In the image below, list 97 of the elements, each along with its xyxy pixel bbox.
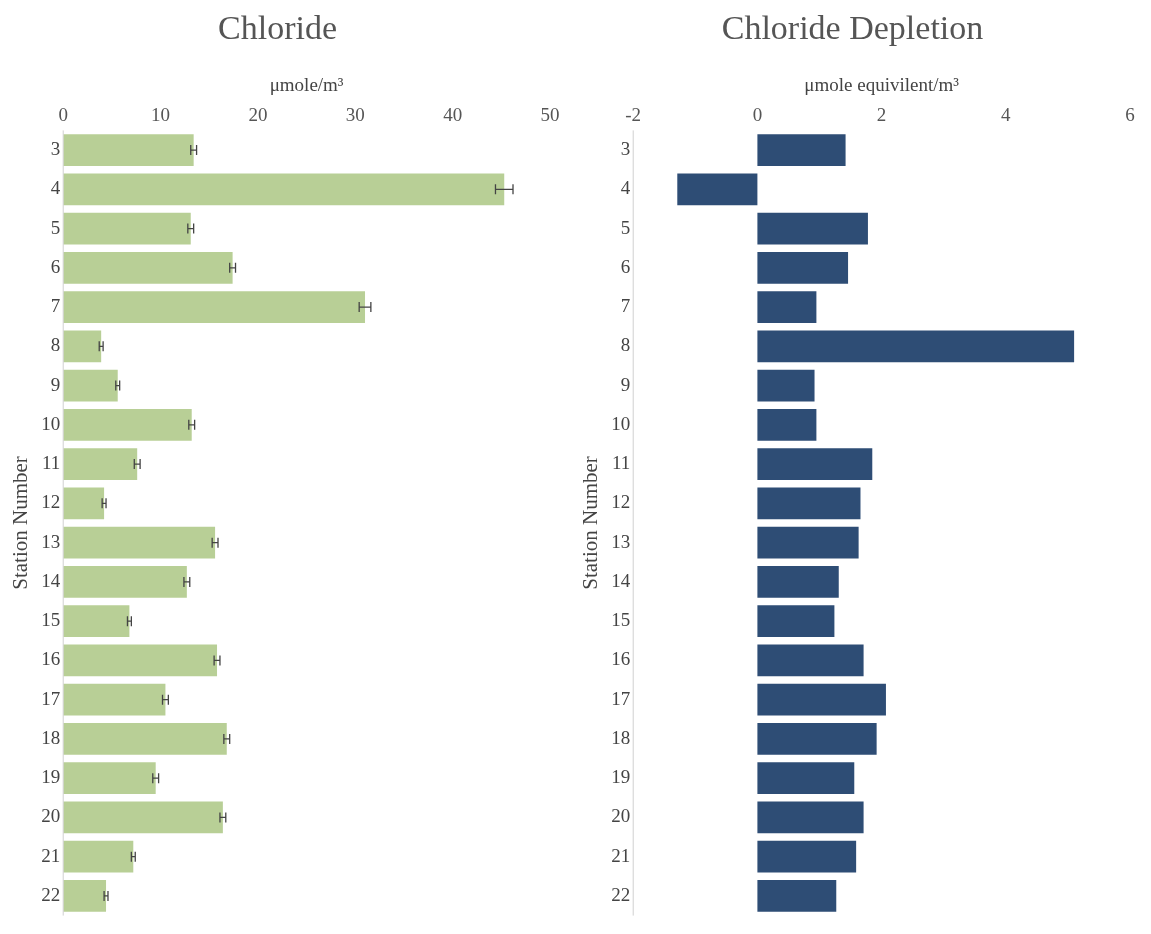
y-tick-label: 18 bbox=[611, 726, 631, 748]
bar bbox=[63, 644, 218, 677]
y-tick-label: 14 bbox=[41, 569, 61, 591]
bar bbox=[757, 683, 886, 716]
bar bbox=[63, 840, 134, 873]
bar bbox=[757, 487, 861, 520]
bar bbox=[757, 448, 873, 480]
y-tick-label: 15 bbox=[41, 609, 61, 631]
y-tick-label: 15 bbox=[611, 609, 631, 631]
y-tick-label: 10 bbox=[611, 412, 631, 434]
bar bbox=[63, 409, 192, 441]
y-tick-label: 6 bbox=[50, 255, 61, 277]
x-tick-label: 2 bbox=[876, 103, 887, 125]
x-tick-label: 30 bbox=[345, 103, 365, 125]
y-tick-label: 9 bbox=[50, 373, 61, 395]
y-axis-title: Station Number bbox=[8, 456, 33, 590]
bar bbox=[757, 409, 817, 441]
bar bbox=[63, 723, 227, 755]
bar bbox=[757, 369, 815, 402]
y-tick-label: 12 bbox=[611, 491, 631, 513]
y-tick-label: 3 bbox=[50, 138, 61, 160]
y-tick-label: 13 bbox=[611, 530, 631, 552]
bar bbox=[63, 566, 187, 598]
bar bbox=[63, 526, 216, 559]
bar bbox=[757, 723, 877, 755]
y-tick-label: 20 bbox=[611, 805, 631, 827]
bar bbox=[757, 566, 839, 598]
y-tick-label: 5 bbox=[50, 216, 61, 238]
x-tick-label: 40 bbox=[443, 103, 463, 125]
bar bbox=[757, 134, 846, 166]
y-tick-label: 18 bbox=[41, 726, 61, 748]
y-tick-label: 19 bbox=[41, 766, 61, 788]
y-tick-label: 9 bbox=[620, 373, 631, 395]
bar bbox=[63, 251, 233, 284]
y-tick-label: 19 bbox=[611, 766, 631, 788]
y-tick-label: 16 bbox=[611, 648, 631, 670]
bar bbox=[757, 330, 1075, 363]
y-tick-label: 6 bbox=[620, 255, 631, 277]
y-tick-label: 20 bbox=[41, 805, 61, 827]
chart-title: Chloride bbox=[218, 9, 337, 47]
bar bbox=[757, 644, 864, 677]
y-tick-label: 12 bbox=[41, 491, 61, 513]
x-tick-label: 6 bbox=[1125, 103, 1135, 125]
bar bbox=[63, 762, 156, 795]
bar bbox=[63, 605, 130, 637]
y-tick-label: 7 bbox=[50, 295, 61, 317]
x-tick-label: 0 bbox=[58, 103, 68, 125]
y-tick-label: 4 bbox=[620, 177, 631, 199]
bar bbox=[757, 801, 864, 834]
y-tick-label: 8 bbox=[620, 334, 631, 356]
bar bbox=[63, 448, 138, 480]
y-tick-label: 11 bbox=[611, 452, 631, 474]
bar bbox=[63, 683, 166, 716]
bar bbox=[757, 762, 855, 795]
y-tick-label: 14 bbox=[611, 569, 631, 591]
y-tick-label: 13 bbox=[41, 530, 61, 552]
y-tick-label: 8 bbox=[50, 334, 61, 356]
y-tick-label: 5 bbox=[620, 216, 631, 238]
x-axis-title: μmole/m³ bbox=[269, 74, 344, 96]
y-tick-label: 17 bbox=[611, 687, 631, 709]
x-tick-label: 4 bbox=[1001, 103, 1012, 125]
bar bbox=[63, 330, 102, 363]
x-tick-label: -2 bbox=[625, 103, 642, 125]
bar bbox=[63, 487, 105, 520]
bar bbox=[63, 291, 366, 323]
y-axis-title: Station Number bbox=[578, 456, 603, 590]
y-tick-label: 21 bbox=[41, 844, 61, 866]
y-tick-label: 17 bbox=[41, 687, 61, 709]
bar bbox=[757, 880, 837, 912]
y-tick-label: 4 bbox=[50, 177, 61, 199]
bar bbox=[63, 369, 118, 402]
y-tick-label: 10 bbox=[41, 412, 61, 434]
bar bbox=[757, 526, 859, 559]
bar bbox=[757, 212, 868, 245]
bar bbox=[757, 605, 835, 637]
chart-title: Chloride Depletion bbox=[721, 9, 984, 47]
y-tick-label: 22 bbox=[611, 883, 631, 905]
y-tick-label: 7 bbox=[620, 295, 631, 317]
bar bbox=[63, 801, 223, 834]
x-tick-label: 0 bbox=[752, 103, 763, 125]
x-tick-label: 20 bbox=[248, 103, 268, 125]
bar bbox=[63, 880, 107, 912]
bar bbox=[63, 212, 191, 245]
y-tick-label: 16 bbox=[41, 648, 61, 670]
bar bbox=[757, 251, 849, 284]
bar bbox=[677, 173, 758, 206]
x-tick-label: 10 bbox=[151, 103, 171, 125]
y-tick-label: 22 bbox=[41, 883, 61, 905]
bar bbox=[63, 134, 194, 166]
x-tick-label: 50 bbox=[540, 103, 560, 125]
bar bbox=[757, 840, 857, 873]
y-tick-label: 3 bbox=[620, 138, 631, 160]
y-tick-label: 11 bbox=[41, 452, 61, 474]
bar bbox=[757, 291, 817, 323]
bar bbox=[63, 173, 505, 206]
x-axis-title: μmole equivilent/m³ bbox=[804, 74, 960, 96]
y-tick-label: 21 bbox=[611, 844, 631, 866]
